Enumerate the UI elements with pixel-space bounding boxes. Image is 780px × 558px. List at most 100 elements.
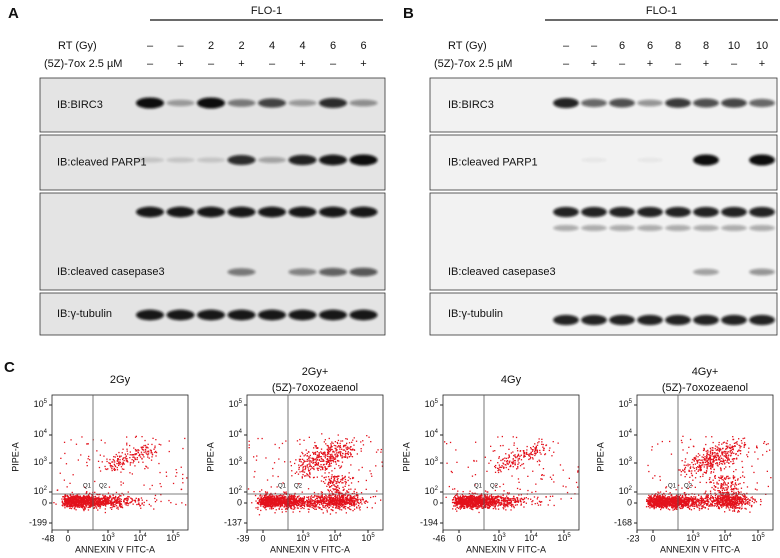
event-dot: [86, 500, 88, 502]
event-dot: [257, 508, 259, 510]
event-dot: [126, 497, 128, 499]
event-dot: [325, 467, 327, 470]
event-dot: [320, 466, 322, 468]
event-dot: [140, 497, 143, 499]
event-dot: [130, 461, 132, 464]
event-dot: [282, 497, 285, 500]
event-dot: [318, 507, 320, 509]
event-dot: [88, 499, 90, 501]
cell-line: FLO-1: [646, 5, 677, 17]
event-dot: [340, 499, 342, 502]
event-dot: [492, 505, 494, 507]
lane-dose: –: [591, 40, 598, 52]
band: [318, 98, 348, 108]
event-dot: [98, 505, 100, 507]
event-dot: [65, 500, 67, 502]
event-dot: [332, 481, 335, 483]
event-dot: [281, 496, 283, 499]
event-dot: [91, 499, 94, 501]
event-dot: [296, 499, 298, 502]
event-dot: [510, 498, 512, 500]
event-dot: [488, 496, 490, 498]
event-dot: [488, 500, 490, 503]
event-dot: [89, 502, 91, 505]
event-dot: [68, 500, 70, 502]
event-dot: [265, 492, 267, 494]
event-dot: [64, 496, 66, 498]
event-dot: [309, 499, 311, 501]
event-dot: [113, 456, 115, 458]
event-dot: [456, 501, 458, 503]
event-dot: [310, 465, 313, 468]
event-dot: [322, 481, 325, 483]
event-dot: [496, 496, 498, 498]
event-dot: [292, 498, 294, 500]
event-dot: [313, 453, 315, 455]
event-dot: [343, 489, 345, 491]
event-dot: [315, 446, 317, 448]
event-dot: [474, 501, 476, 503]
event-dot: [332, 450, 335, 452]
event-dot: [498, 466, 501, 468]
event-dot: [457, 503, 459, 506]
event-dot: [83, 486, 86, 488]
event-dot: [69, 500, 71, 502]
event-dot: [304, 501, 307, 503]
event-dot: [104, 499, 106, 501]
event-dot: [364, 502, 366, 504]
event-dot: [122, 458, 124, 461]
event-dot: [104, 442, 106, 444]
band: [637, 206, 663, 218]
event-dot: [466, 507, 468, 509]
event-dot: [318, 452, 320, 454]
event-dot: [318, 506, 320, 509]
event-dot: [331, 474, 333, 476]
event-dot: [510, 452, 512, 454]
event-dot: [346, 456, 348, 458]
event-dot: [334, 497, 337, 499]
event-dot: [81, 504, 84, 507]
event-dot: [472, 495, 475, 497]
event-dot: [492, 495, 494, 498]
event-dot: [105, 503, 108, 505]
event-dot: [176, 472, 178, 474]
event-dot: [302, 453, 304, 455]
event-dot: [331, 503, 333, 505]
event-dot: [147, 454, 149, 456]
event-dot: [293, 501, 296, 504]
event-dot: [99, 502, 101, 504]
event-dot: [289, 494, 291, 496]
event-dot: [516, 498, 519, 500]
event-dot: [480, 505, 482, 507]
event-dot: [499, 497, 501, 499]
event-dot: [458, 507, 460, 509]
event-dot: [98, 500, 100, 503]
event-dot: [124, 457, 127, 459]
panel-letter: C: [4, 359, 15, 376]
event-dot: [340, 499, 342, 501]
event-dot: [89, 505, 91, 508]
event-dot: [67, 497, 70, 499]
event-dot: [318, 453, 320, 455]
event-dot: [295, 500, 297, 502]
event-dot: [478, 498, 480, 500]
event-dot: [463, 498, 465, 500]
event-dot: [479, 499, 481, 501]
event-dot: [109, 507, 112, 509]
event-dot: [466, 497, 468, 500]
event-dot: [269, 496, 271, 498]
event-dot: [112, 503, 115, 506]
event-dot: [141, 436, 143, 438]
event-dot: [98, 466, 101, 469]
event-dot: [510, 503, 512, 505]
event-dot: [262, 503, 264, 505]
event-dot: [476, 507, 478, 510]
event-dot: [84, 495, 86, 497]
event-dot: [358, 507, 360, 509]
event-dot: [303, 502, 306, 504]
event-dot: [329, 485, 331, 488]
event-dot: [339, 480, 342, 483]
event-dot: [509, 502, 512, 504]
event-dot: [154, 494, 157, 497]
event-dot: [143, 444, 145, 447]
